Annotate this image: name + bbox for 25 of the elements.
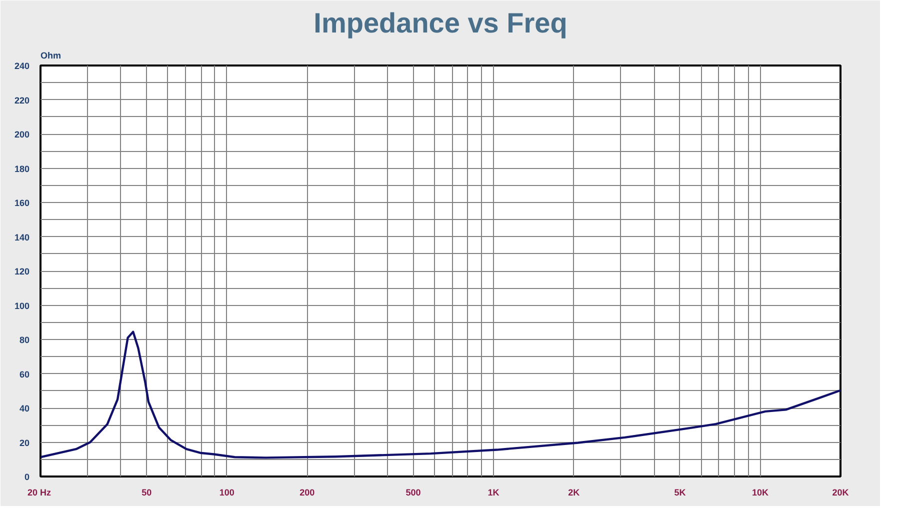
y-tick-label: 240 (14, 61, 30, 71)
x-tick-label: 5K (674, 488, 686, 498)
y-tick-label: 80 (19, 335, 30, 345)
y-tick-label: 20 (19, 438, 30, 448)
x-tick-label: 1K (488, 488, 500, 498)
y-tick-label: 180 (14, 164, 30, 174)
y-tick-label: 120 (14, 266, 30, 276)
y-tick-label: 160 (14, 198, 30, 208)
x-tick-label: 50 (142, 488, 152, 498)
y-tick-label: 220 (14, 95, 30, 106)
y-tick-label: 40 (19, 404, 30, 414)
x-tick-label: 100 (219, 488, 234, 498)
x-tick-label: 20 Hz (27, 488, 52, 498)
y-tick-label: 0 (24, 472, 30, 482)
y-tick-label: 100 (14, 300, 30, 311)
y-axis-title: Ohm (40, 50, 62, 60)
chart-title: Impedance vs Freq (314, 8, 568, 38)
x-tick-label: 20K (832, 488, 850, 498)
x-tick-label: 200 (300, 488, 315, 498)
x-tick-label: 10K (752, 488, 769, 498)
y-tick-label: 60 (19, 369, 30, 380)
x-tick-label: 500 (406, 488, 421, 498)
y-tick-label: 140 (14, 232, 30, 242)
x-tick-label: 2K (568, 488, 580, 498)
y-tick-label: 200 (14, 130, 30, 140)
